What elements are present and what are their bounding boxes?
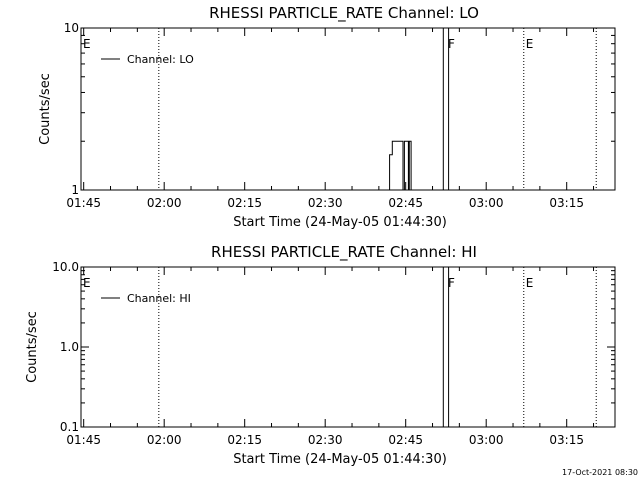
plot-frame — [80, 27, 616, 191]
y-tick-label: 10.0 — [52, 260, 79, 274]
plot-date-footer: 17-Oct-2021 08:30 — [562, 468, 638, 477]
y-axis-label: Counts/sec — [38, 73, 53, 145]
data-series-line — [389, 140, 412, 191]
x-tick-label: 02:45 — [388, 433, 423, 447]
x-tick-label: 02:30 — [308, 433, 343, 447]
event-marker-label: E — [526, 37, 534, 51]
data-series-line — [442, 27, 450, 190]
data-series-line — [442, 266, 450, 427]
chart-title: RHESSI PARTICLE_RATE Channel: HI — [211, 243, 477, 262]
y-tick-label: 1.0 — [60, 340, 79, 354]
x-axis-label: Start Time (24-May-05 01:44:30) — [233, 215, 447, 230]
x-tick-label: 01:45 — [66, 196, 101, 210]
event-marker-label: E — [83, 276, 91, 290]
legend-entry: Channel: HI — [127, 292, 191, 305]
chart-title: RHESSI PARTICLE_RATE Channel: LO — [209, 4, 479, 23]
y-tick-label: 10 — [64, 21, 79, 35]
event-marker-label: F — [448, 37, 455, 51]
x-tick-label: 02:00 — [147, 433, 182, 447]
event-marker-label: E — [83, 37, 91, 51]
y-tick-label: 1 — [71, 183, 79, 197]
legend-entry: Channel: LO — [127, 53, 194, 66]
x-tick-label: 03:00 — [469, 196, 504, 210]
x-axis-label: Start Time (24-May-05 01:44:30) — [233, 452, 447, 467]
x-tick-label: 02:15 — [227, 433, 262, 447]
x-tick-label: 02:45 — [388, 196, 423, 210]
chart-panel-1: RHESSI PARTICLE_RATE Channel: LO 01:45 02:… — [38, 4, 616, 230]
x-tick-label: 03:15 — [549, 433, 584, 447]
plot-frame — [80, 266, 616, 428]
x-tick-label: 01:45 — [66, 433, 101, 447]
x-tick-label: 03:00 — [469, 433, 504, 447]
event-marker-label: F — [448, 276, 455, 290]
y-tick-label: 0.1 — [60, 420, 79, 434]
event-marker-label: E — [526, 276, 534, 290]
chart-panel-2: RHESSI PARTICLE_RATE Channel: HI 01:45 02:… — [25, 243, 616, 467]
x-tick-label: 02:30 — [308, 196, 343, 210]
y-axis-label: Counts/sec — [25, 311, 40, 383]
x-tick-label: 02:15 — [227, 196, 262, 210]
x-tick-label: 02:00 — [147, 196, 182, 210]
x-tick-label: 03:15 — [549, 196, 584, 210]
